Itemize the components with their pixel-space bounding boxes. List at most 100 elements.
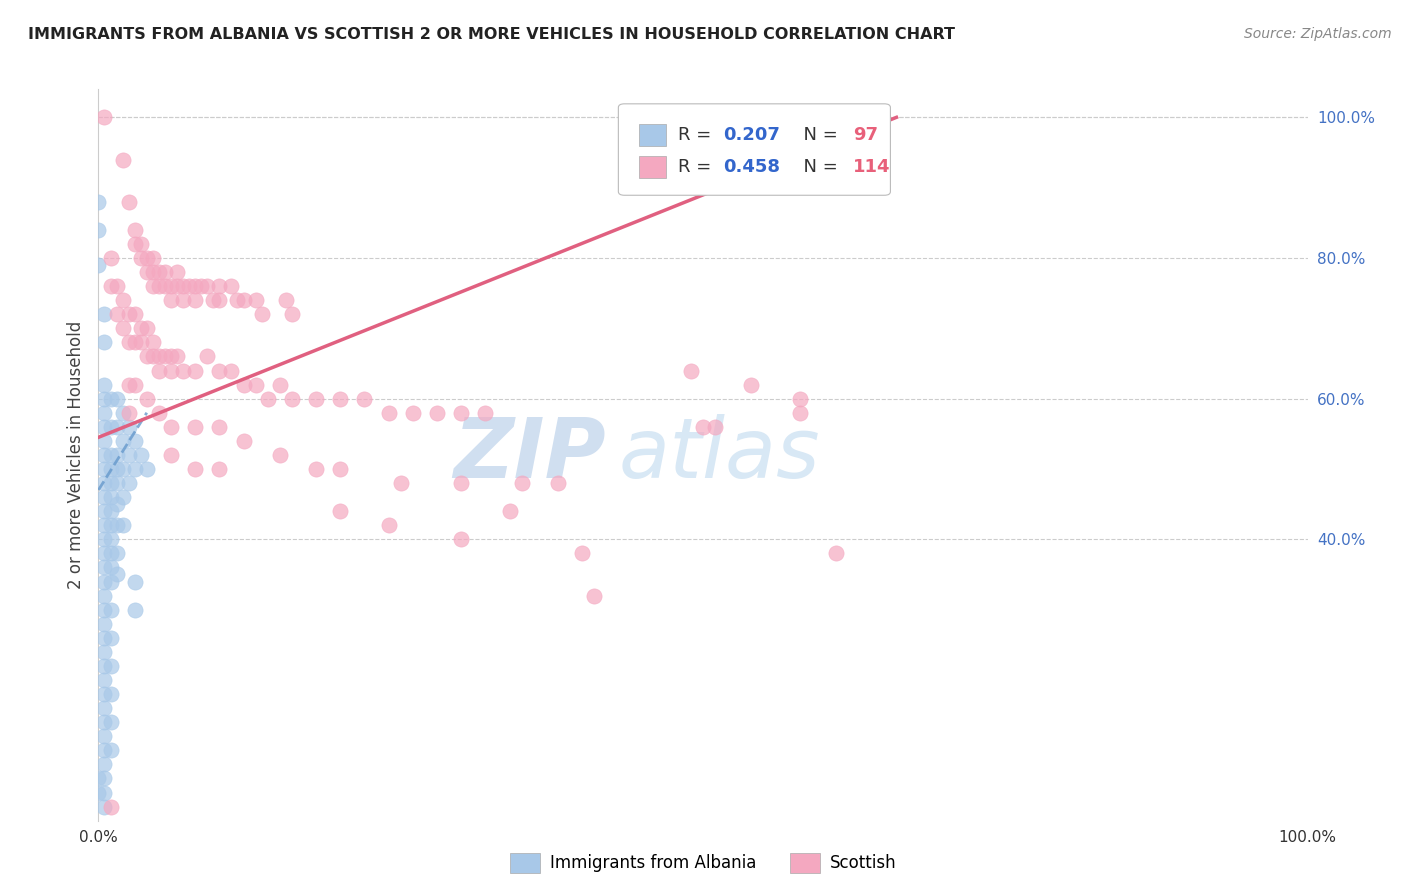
Point xyxy=(93,687,115,701)
Point xyxy=(124,307,146,321)
Point xyxy=(111,153,134,167)
Point xyxy=(93,462,115,476)
Point xyxy=(789,392,811,406)
Text: 114: 114 xyxy=(853,159,890,177)
Point xyxy=(100,631,122,645)
Point xyxy=(195,350,218,364)
Text: R =: R = xyxy=(678,127,717,145)
Point xyxy=(111,434,134,448)
Point xyxy=(100,504,122,518)
Point xyxy=(100,602,122,616)
Point xyxy=(105,546,128,560)
Point xyxy=(329,462,352,476)
Text: ZIP: ZIP xyxy=(454,415,606,495)
Point xyxy=(160,419,183,434)
Text: atlas: atlas xyxy=(619,415,820,495)
Point xyxy=(153,279,176,293)
Point xyxy=(474,406,496,420)
Point xyxy=(208,279,231,293)
Point xyxy=(93,406,115,420)
Point xyxy=(93,772,115,786)
Point xyxy=(232,293,254,308)
Point xyxy=(124,574,146,589)
Point xyxy=(100,533,122,547)
Point xyxy=(87,772,110,786)
Point xyxy=(269,377,291,392)
Point xyxy=(93,645,115,659)
Point xyxy=(100,743,122,757)
Point xyxy=(245,377,267,392)
Point xyxy=(692,419,714,434)
Point xyxy=(100,546,122,560)
Point xyxy=(100,560,122,574)
FancyBboxPatch shape xyxy=(619,103,890,195)
Point xyxy=(160,293,183,308)
Point xyxy=(269,448,291,462)
Point xyxy=(547,476,569,491)
FancyBboxPatch shape xyxy=(638,124,665,146)
Point xyxy=(93,560,115,574)
Point xyxy=(402,406,425,420)
Point xyxy=(160,279,183,293)
Point xyxy=(105,419,128,434)
Point xyxy=(142,265,165,279)
Point xyxy=(426,406,449,420)
Point xyxy=(93,476,115,491)
Point xyxy=(105,462,128,476)
Point xyxy=(100,279,122,293)
Point xyxy=(93,673,115,687)
Point xyxy=(160,363,183,377)
Text: 0.207: 0.207 xyxy=(724,127,780,145)
Point xyxy=(105,497,128,511)
Point xyxy=(100,799,122,814)
Point xyxy=(184,419,207,434)
Point xyxy=(498,504,520,518)
Point xyxy=(148,350,170,364)
Point xyxy=(583,589,606,603)
Point xyxy=(190,279,212,293)
Point xyxy=(142,335,165,350)
Point xyxy=(118,377,141,392)
Point xyxy=(129,335,152,350)
Point xyxy=(100,715,122,730)
Point xyxy=(93,434,115,448)
Point xyxy=(87,194,110,209)
Point xyxy=(450,533,472,547)
Point xyxy=(172,279,194,293)
Point xyxy=(93,419,115,434)
Point xyxy=(93,533,115,547)
Point xyxy=(93,701,115,715)
Point xyxy=(118,476,141,491)
Point xyxy=(208,363,231,377)
Point xyxy=(166,350,188,364)
Point xyxy=(93,743,115,757)
Point xyxy=(329,504,352,518)
Point xyxy=(571,546,593,560)
Point xyxy=(111,462,134,476)
Point xyxy=(100,518,122,533)
Point xyxy=(93,504,115,518)
Text: N =: N = xyxy=(793,159,844,177)
Point xyxy=(135,392,157,406)
Point xyxy=(135,265,157,279)
Point xyxy=(93,546,115,560)
Text: 97: 97 xyxy=(853,127,877,145)
Point xyxy=(100,659,122,673)
Point xyxy=(377,518,399,533)
Point xyxy=(93,392,115,406)
Point xyxy=(208,419,231,434)
Point xyxy=(172,363,194,377)
Point xyxy=(124,377,146,392)
Point xyxy=(208,293,231,308)
Point xyxy=(148,279,170,293)
Point xyxy=(184,293,207,308)
Point xyxy=(789,406,811,420)
Point xyxy=(142,350,165,364)
Point xyxy=(281,392,304,406)
Point xyxy=(124,462,146,476)
Point xyxy=(142,251,165,265)
Point xyxy=(118,335,141,350)
Point xyxy=(704,419,727,434)
Point xyxy=(118,307,141,321)
Point xyxy=(93,715,115,730)
